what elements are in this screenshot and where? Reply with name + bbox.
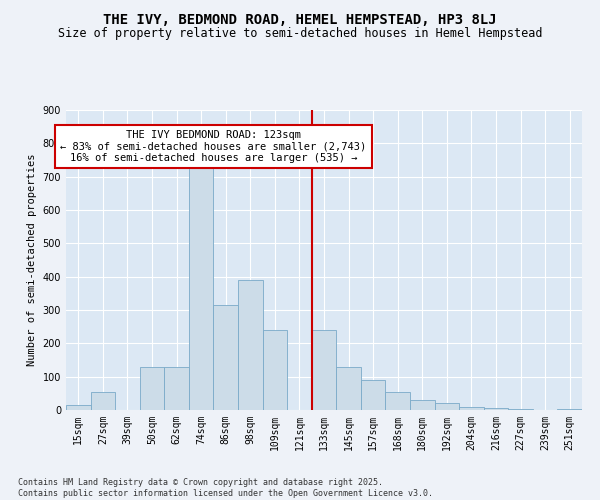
Bar [189, 166, 214, 410]
Y-axis label: Number of semi-detached properties: Number of semi-detached properties [27, 154, 37, 366]
Bar [385, 392, 410, 410]
Bar [214, 305, 238, 410]
Bar [336, 366, 361, 410]
Bar [263, 330, 287, 410]
Bar [459, 406, 484, 410]
Bar [410, 400, 434, 410]
Bar [66, 405, 91, 410]
Text: THE IVY, BEDMOND ROAD, HEMEL HEMPSTEAD, HP3 8LJ: THE IVY, BEDMOND ROAD, HEMEL HEMPSTEAD, … [103, 12, 497, 26]
Text: THE IVY BEDMOND ROAD: 123sqm
← 83% of semi-detached houses are smaller (2,743)
1: THE IVY BEDMOND ROAD: 123sqm ← 83% of se… [61, 130, 367, 163]
Bar [557, 409, 582, 410]
Bar [312, 330, 336, 410]
Bar [91, 392, 115, 410]
Bar [238, 280, 263, 410]
Bar [484, 408, 508, 410]
Bar [508, 409, 533, 410]
Text: Size of property relative to semi-detached houses in Hemel Hempstead: Size of property relative to semi-detach… [58, 28, 542, 40]
Bar [361, 380, 385, 410]
Text: Contains HM Land Registry data © Crown copyright and database right 2025.
Contai: Contains HM Land Registry data © Crown c… [18, 478, 433, 498]
Bar [164, 366, 189, 410]
Bar [140, 366, 164, 410]
Bar [434, 404, 459, 410]
